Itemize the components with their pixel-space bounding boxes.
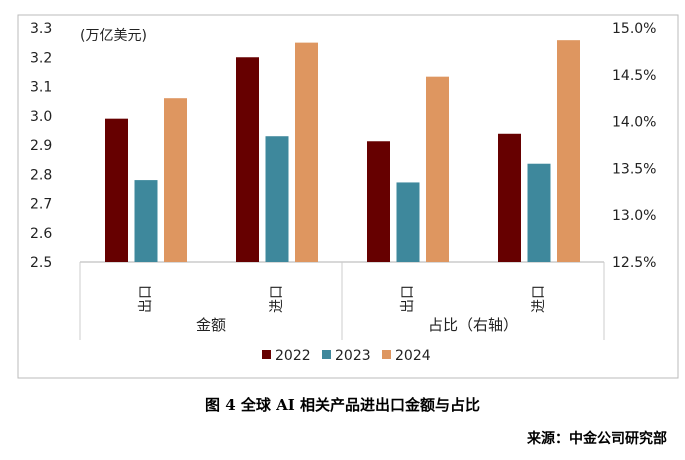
left-tick-label: 3.1 [30, 80, 52, 96]
right-tick-label: 12.5% [612, 255, 656, 271]
bar-2023 [265, 136, 289, 262]
left-tick-label: 2.7 [30, 197, 52, 213]
left-tick-label: 3.0 [30, 109, 52, 125]
bar-2023 [396, 182, 420, 262]
category-label: 进口 [531, 285, 547, 313]
bar-2024 [426, 76, 449, 262]
bar-2023 [134, 180, 158, 262]
right-tick-label: 13.5% [612, 161, 656, 177]
chart: 2.5 2.6 2.7 2.8 2.9 3.0 3.1 3.2 3.3 12.5% 13.0% 13.… [17, 14, 679, 379]
unit-label: (万亿美元) [80, 28, 147, 44]
bar-2024 [557, 40, 580, 262]
right-tick-label: 14.0% [612, 115, 656, 131]
legend-label: 2024 [395, 348, 431, 364]
legend-swatch [262, 350, 271, 359]
bar-2022 [105, 118, 128, 262]
left-tick-label: 2.5 [30, 255, 52, 271]
legend-label: 2022 [275, 348, 311, 364]
bar-2024 [164, 98, 187, 262]
category-label: 出口 [138, 285, 154, 313]
legend-label: 2023 [335, 348, 371, 364]
bar-2024 [295, 42, 318, 262]
legend-swatch [382, 350, 391, 359]
left-tick-label: 2.6 [30, 226, 52, 242]
bar-2022 [367, 141, 390, 262]
left-tick-label: 3.2 [30, 50, 52, 66]
right-tick-label: 14.5% [612, 68, 656, 84]
category-label: 进口 [269, 285, 285, 313]
left-tick-label: 2.8 [30, 167, 52, 183]
right-tick-label: 15.0% [612, 21, 656, 37]
legend-swatch [322, 350, 331, 359]
group-label: 占比（右轴） [428, 316, 518, 334]
left-tick-label: 3.3 [30, 21, 52, 37]
bar-2022 [498, 133, 521, 262]
bar-2022 [236, 57, 259, 262]
figure-caption: 图 4 全球 AI 相关产品进出口金额与占比 [205, 396, 480, 414]
right-tick-label: 13.0% [612, 208, 656, 224]
source-note: 来源：中金公司研究部 [527, 431, 667, 447]
chart-frame [17, 14, 679, 379]
category-label: 出口 [400, 285, 416, 313]
left-tick-label: 2.9 [30, 138, 52, 154]
group-label: 金额 [196, 316, 226, 334]
bar-2023 [527, 163, 551, 262]
